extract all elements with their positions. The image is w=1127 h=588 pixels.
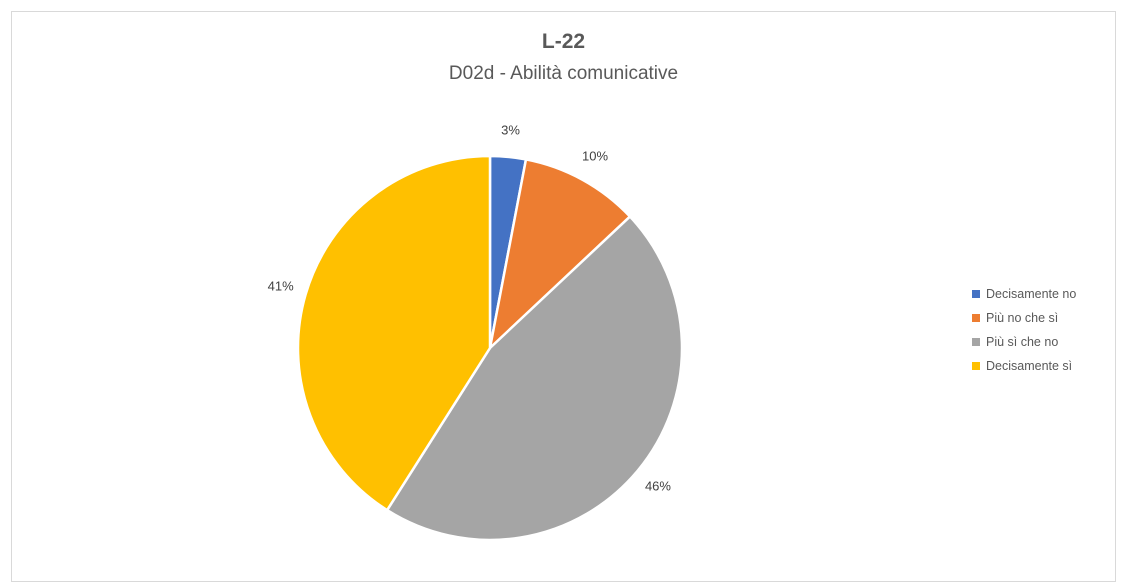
legend-swatch bbox=[972, 290, 980, 298]
legend-swatch bbox=[972, 314, 980, 322]
legend-label: Più no che sì bbox=[986, 311, 1059, 325]
pie-slice-piu-no-che-si bbox=[488, 158, 632, 350]
legend-item-decisamente-no: Decisamente no bbox=[972, 282, 1076, 306]
chart-title: L-22 bbox=[541, 30, 586, 53]
data-label-piu-si-che-no: 46% bbox=[645, 478, 671, 493]
legend-swatch bbox=[972, 338, 980, 346]
data-label-decisamente-no: 3% bbox=[501, 122, 520, 137]
legend: Decisamente no Più no che sì Più sì che … bbox=[972, 282, 1076, 378]
data-label-decisamente-si: 41% bbox=[268, 279, 294, 294]
chart-subtitle: D02d - Abilità comunicative bbox=[448, 63, 679, 84]
legend-item-decisamente-si: Decisamente sì bbox=[972, 354, 1076, 378]
legend-label: Decisamente no bbox=[986, 287, 1077, 301]
data-label-piu-no-che-si: 10% bbox=[582, 148, 608, 163]
legend-item-piu-no-che-si: Più no che sì bbox=[972, 306, 1076, 330]
pie-slice-decisamente-si bbox=[296, 154, 492, 512]
pie-slice-piu-si-che-no bbox=[385, 215, 684, 542]
legend-label: Decisamente sì bbox=[986, 359, 1073, 373]
legend-swatch bbox=[972, 362, 980, 370]
legend-item-piu-si-che-no: Più sì che no bbox=[972, 330, 1076, 354]
legend-label: Più sì che no bbox=[986, 335, 1059, 349]
